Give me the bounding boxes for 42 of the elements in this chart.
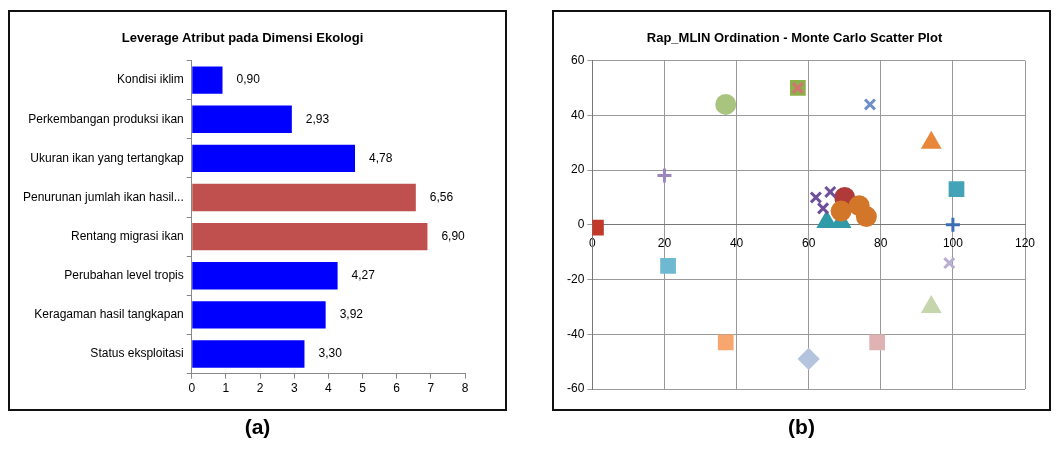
chart-title: Leverage Atribut pada Dimensi Ekologi [121, 30, 364, 46]
x-tick-label: 3 [290, 381, 298, 396]
data-label: 6,56 [429, 189, 454, 204]
x-tick-label: 120 [1014, 236, 1036, 251]
y-tick-label: Perubahan level tropis [64, 268, 184, 283]
data-label: 4,78 [369, 150, 393, 165]
data-label: 3,30 [318, 346, 343, 361]
y-tick-label: Penurunan jumlah ikan hasil... [23, 189, 184, 204]
y-tick-label: Status eksploitasi [90, 346, 184, 361]
y-tick-label: -40 [567, 326, 585, 341]
x-tick-label: 1 [222, 381, 230, 396]
x-tick-label: 4 [325, 381, 333, 396]
x-tick-label: 0 [188, 381, 196, 396]
x-tick-label: 5 [359, 381, 367, 396]
x-tick-label: 7 [427, 381, 435, 396]
y-tick-label: Keragaman hasil tangkapan [34, 307, 184, 322]
y-tick-label: -60 [567, 381, 585, 396]
y-tick-label: 60 [570, 52, 585, 67]
x-tick-label: 100 [942, 236, 964, 251]
x-tick-label: 80 [874, 236, 888, 251]
x-tick-label: 8 [461, 381, 469, 396]
x-tick-label: 20 [657, 236, 672, 251]
y-tick-label: 0 [577, 217, 585, 232]
x-tick-label: 6 [393, 381, 401, 396]
data-label: 4,27 [351, 268, 376, 283]
text: (b) [787, 415, 816, 439]
data-label: 2,93 [305, 111, 330, 126]
x-tick-label: 40 [729, 236, 744, 251]
y-tick-label: -20 [567, 271, 585, 286]
y-tick-label: Rentang migrasi ikan [71, 228, 184, 243]
text: (a) [243, 415, 272, 439]
data-label: 3,92 [339, 307, 364, 322]
y-tick-label: Perkembangan produksi ikan [28, 111, 184, 126]
y-tick-label: Ukuran ikan yang tertangkap [30, 150, 185, 165]
data-label: 0,90 [236, 72, 261, 87]
x-tick-label: 2 [256, 381, 264, 396]
chart-title: Rap_MLIN Ordination - Monte Carlo Scatter Plot [646, 30, 943, 46]
x-tick-label: 60 [801, 236, 816, 251]
y-tick-label: 40 [570, 107, 585, 122]
data-label: 6,90 [441, 228, 466, 243]
y-tick-label: 20 [570, 162, 585, 177]
y-tick-label: Kondisi iklim [117, 72, 184, 87]
